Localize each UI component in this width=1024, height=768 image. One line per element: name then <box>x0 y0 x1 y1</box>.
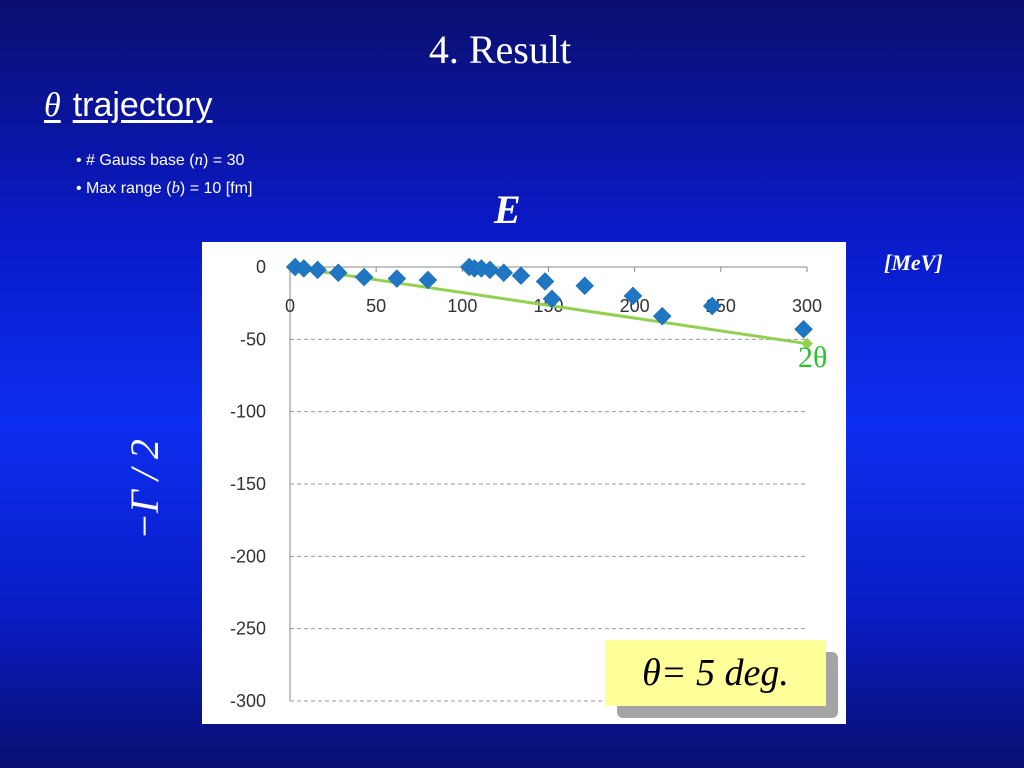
bullet-gauss-base: • # Gauss base (n) = 30 <box>76 146 252 174</box>
scatter-chart: 0-50-100-150-200-250-3000501001502002503… <box>230 257 822 711</box>
x-tick-label: 300 <box>792 296 822 316</box>
section-heading-text: trajectory <box>72 86 213 124</box>
data-point <box>387 269 407 288</box>
data-point <box>294 259 314 278</box>
x-tick-label: 0 <box>285 296 295 316</box>
y-tick-label: -200 <box>230 546 266 566</box>
data-point <box>535 272 555 291</box>
y-tick-label: -300 <box>230 691 266 711</box>
y-axis-label: −Γ / 2 <box>121 439 167 540</box>
bullet-variable: n <box>194 150 204 169</box>
y-tick-label: 0 <box>256 257 266 277</box>
theta-symbol: θ <box>44 87 61 124</box>
data-point <box>328 263 348 283</box>
fit-angle-label: 2θ <box>798 341 828 374</box>
fit-line <box>289 265 808 346</box>
data-point <box>480 260 500 280</box>
data-point <box>702 296 722 316</box>
data-point <box>623 286 643 306</box>
y-tick-label: -50 <box>240 329 266 349</box>
y-tick-label: -100 <box>230 402 266 422</box>
data-point <box>794 319 813 339</box>
bullet-text: • # Gauss base ( <box>76 152 195 169</box>
bullet-max-range: • Max range (b) = 10 [fm] <box>76 174 252 202</box>
bullet-variable: b <box>171 178 180 197</box>
data-point <box>494 263 514 283</box>
data-point <box>575 276 595 296</box>
data-point <box>418 270 438 290</box>
y-tick-label: -150 <box>230 474 266 494</box>
section-heading: θ trajectory <box>44 86 213 125</box>
data-point <box>542 289 562 309</box>
data-point <box>354 267 374 287</box>
fit-end-point <box>801 337 813 350</box>
parameter-list: • # Gauss base (n) = 30 • Max range (b) … <box>76 146 252 202</box>
data-point <box>511 266 531 286</box>
data-point <box>652 306 672 326</box>
y-tick-label: -250 <box>230 619 266 639</box>
bullet-text: • Max range ( <box>76 180 172 197</box>
x-tick-label: 100 <box>447 296 477 316</box>
x-tick-label: 50 <box>366 296 386 316</box>
slide-title: 4. Result <box>428 27 572 72</box>
result-box: θ= 5 deg. <box>605 640 826 706</box>
unit-label: [MeV] <box>884 250 943 275</box>
data-point <box>308 260 327 280</box>
bullet-text: ) = 30 <box>203 152 245 169</box>
x-tick-label: 200 <box>620 296 650 316</box>
chart-area: 0-50-100-150-200-250-3000501001502002503… <box>202 242 846 724</box>
bullet-text: ) = 10 [fm] <box>179 180 253 197</box>
x-axis-label: E <box>494 187 521 232</box>
